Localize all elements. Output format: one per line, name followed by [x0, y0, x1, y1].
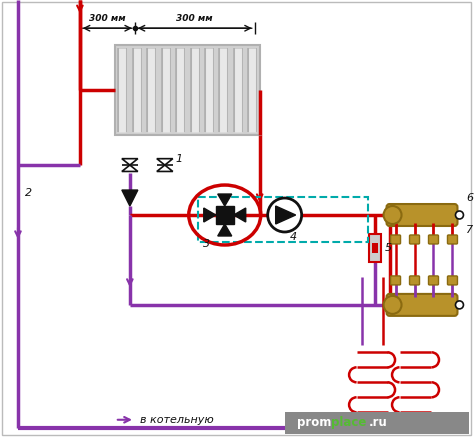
Polygon shape — [204, 208, 216, 222]
Text: 7: 7 — [466, 225, 474, 235]
Polygon shape — [157, 159, 173, 165]
Text: 300 мм: 300 мм — [89, 14, 126, 23]
Polygon shape — [122, 190, 138, 206]
FancyBboxPatch shape — [285, 412, 469, 434]
Circle shape — [456, 301, 464, 309]
Text: 300 мм: 300 мм — [176, 14, 213, 23]
FancyBboxPatch shape — [447, 276, 457, 285]
Polygon shape — [234, 208, 246, 222]
FancyBboxPatch shape — [372, 243, 378, 253]
FancyBboxPatch shape — [410, 235, 419, 244]
Text: prom: prom — [297, 416, 331, 429]
Text: 4: 4 — [290, 232, 297, 242]
Text: 6: 6 — [466, 193, 474, 203]
Circle shape — [383, 296, 401, 314]
FancyBboxPatch shape — [410, 276, 419, 285]
FancyBboxPatch shape — [115, 45, 260, 135]
FancyBboxPatch shape — [216, 206, 234, 224]
FancyBboxPatch shape — [447, 235, 457, 244]
FancyBboxPatch shape — [369, 234, 381, 262]
FancyBboxPatch shape — [428, 235, 438, 244]
Text: .ru: .ru — [369, 416, 387, 429]
Polygon shape — [122, 159, 138, 165]
Text: place: place — [331, 416, 366, 429]
Polygon shape — [218, 194, 232, 206]
Polygon shape — [218, 224, 232, 236]
Text: 3: 3 — [203, 239, 210, 249]
FancyBboxPatch shape — [387, 294, 457, 316]
Polygon shape — [122, 165, 138, 171]
Text: в котельную: в котельную — [140, 415, 214, 425]
Circle shape — [456, 211, 464, 219]
FancyBboxPatch shape — [391, 235, 401, 244]
Text: 5: 5 — [384, 243, 392, 253]
Text: 2: 2 — [25, 188, 32, 198]
Polygon shape — [157, 165, 173, 171]
Polygon shape — [276, 206, 296, 224]
Circle shape — [383, 206, 401, 224]
Circle shape — [268, 198, 301, 232]
FancyBboxPatch shape — [391, 276, 401, 285]
FancyBboxPatch shape — [428, 276, 438, 285]
Text: 1: 1 — [176, 154, 183, 164]
FancyBboxPatch shape — [387, 204, 457, 226]
